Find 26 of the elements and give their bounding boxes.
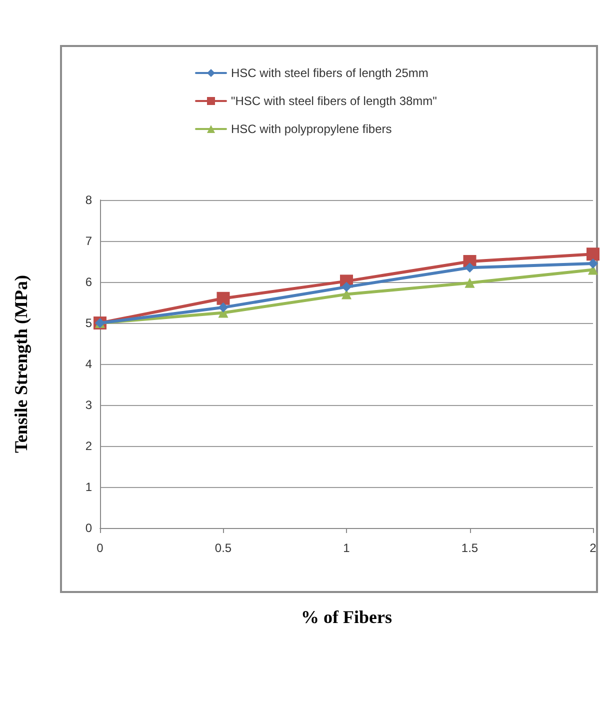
legend-label: HSC with steel fibers of length 25mm [231, 66, 428, 80]
point [464, 278, 475, 288]
legend-label: "HSC with steel fibers of length 38mm" [231, 94, 437, 108]
y-tick-label: 0 [85, 521, 92, 535]
x-axis-title: % of Fibers [301, 607, 392, 627]
y-tick-label: 5 [85, 316, 92, 330]
y-tick-label: 4 [85, 357, 92, 371]
x-tick-label: 1.5 [461, 541, 478, 555]
point [216, 292, 230, 305]
point [588, 258, 598, 269]
y-tick-label: 8 [85, 193, 92, 207]
y-tick-label: 2 [85, 439, 92, 453]
point [218, 302, 228, 312]
legend-label: HSC with polypropylene fibers [231, 122, 392, 136]
y-tick-label: 7 [85, 234, 92, 248]
y-tick-label: 6 [85, 275, 92, 289]
y-tick-label: 3 [85, 398, 92, 412]
point [586, 248, 600, 261]
x-tick-label: 1 [343, 541, 350, 555]
x-tick-label: 2 [590, 541, 597, 555]
point [342, 282, 352, 292]
y-tick-label: 1 [85, 480, 92, 494]
x-tick-label: 0.5 [214, 541, 232, 555]
x-tick-label: 0 [96, 541, 104, 555]
point [464, 262, 475, 273]
y-axis-title: Tensile Strength (MPa) [11, 275, 31, 453]
